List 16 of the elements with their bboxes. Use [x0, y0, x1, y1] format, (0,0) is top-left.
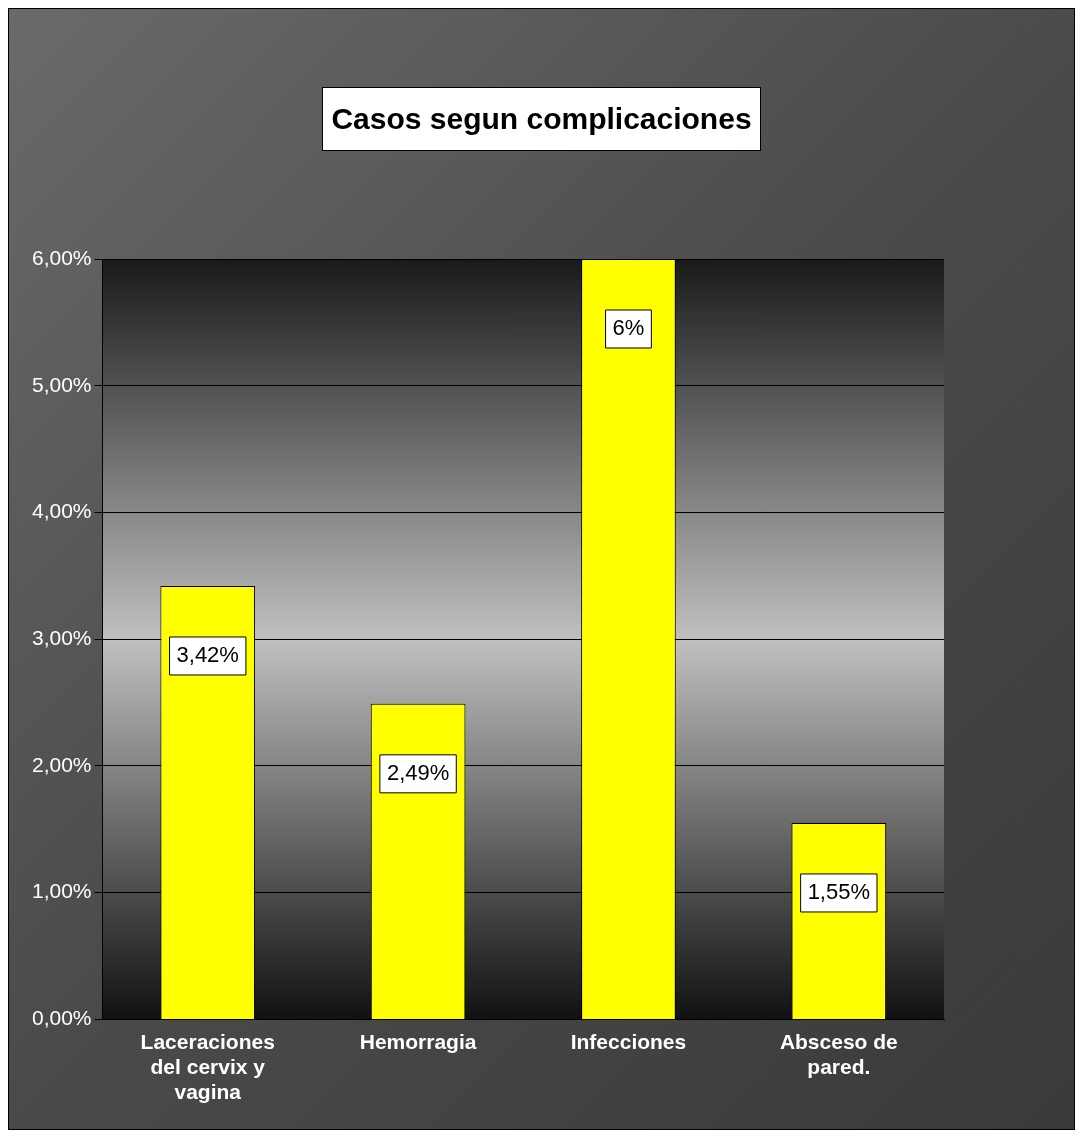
y-tick-label: 4,00% — [32, 499, 92, 523]
chart-title: Casos segun complicaciones — [322, 87, 761, 151]
data-label: 3,42% — [176, 642, 239, 668]
y-tick-label: 0,00% — [32, 1006, 92, 1030]
y-tick-label: 3,00% — [32, 626, 92, 649]
y-tick-label: 1,00% — [32, 879, 92, 903]
x-tick-label: Absceso de pared. — [779, 1029, 898, 1078]
x-tick-label: Infecciones — [570, 1029, 687, 1053]
x-tick-label: Laceraciones del cervix y vagina — [140, 1029, 275, 1104]
y-tick-label: 6,00% — [32, 245, 92, 269]
x-tick-label: Hemorragia — [359, 1029, 477, 1053]
y-tick-label: 2,00% — [32, 752, 92, 776]
data-label: 1,55% — [807, 879, 871, 905]
data-label: 2,49% — [386, 759, 450, 785]
data-label: 6% — [612, 315, 645, 341]
y-tick-label: 5,00% — [32, 372, 92, 396]
